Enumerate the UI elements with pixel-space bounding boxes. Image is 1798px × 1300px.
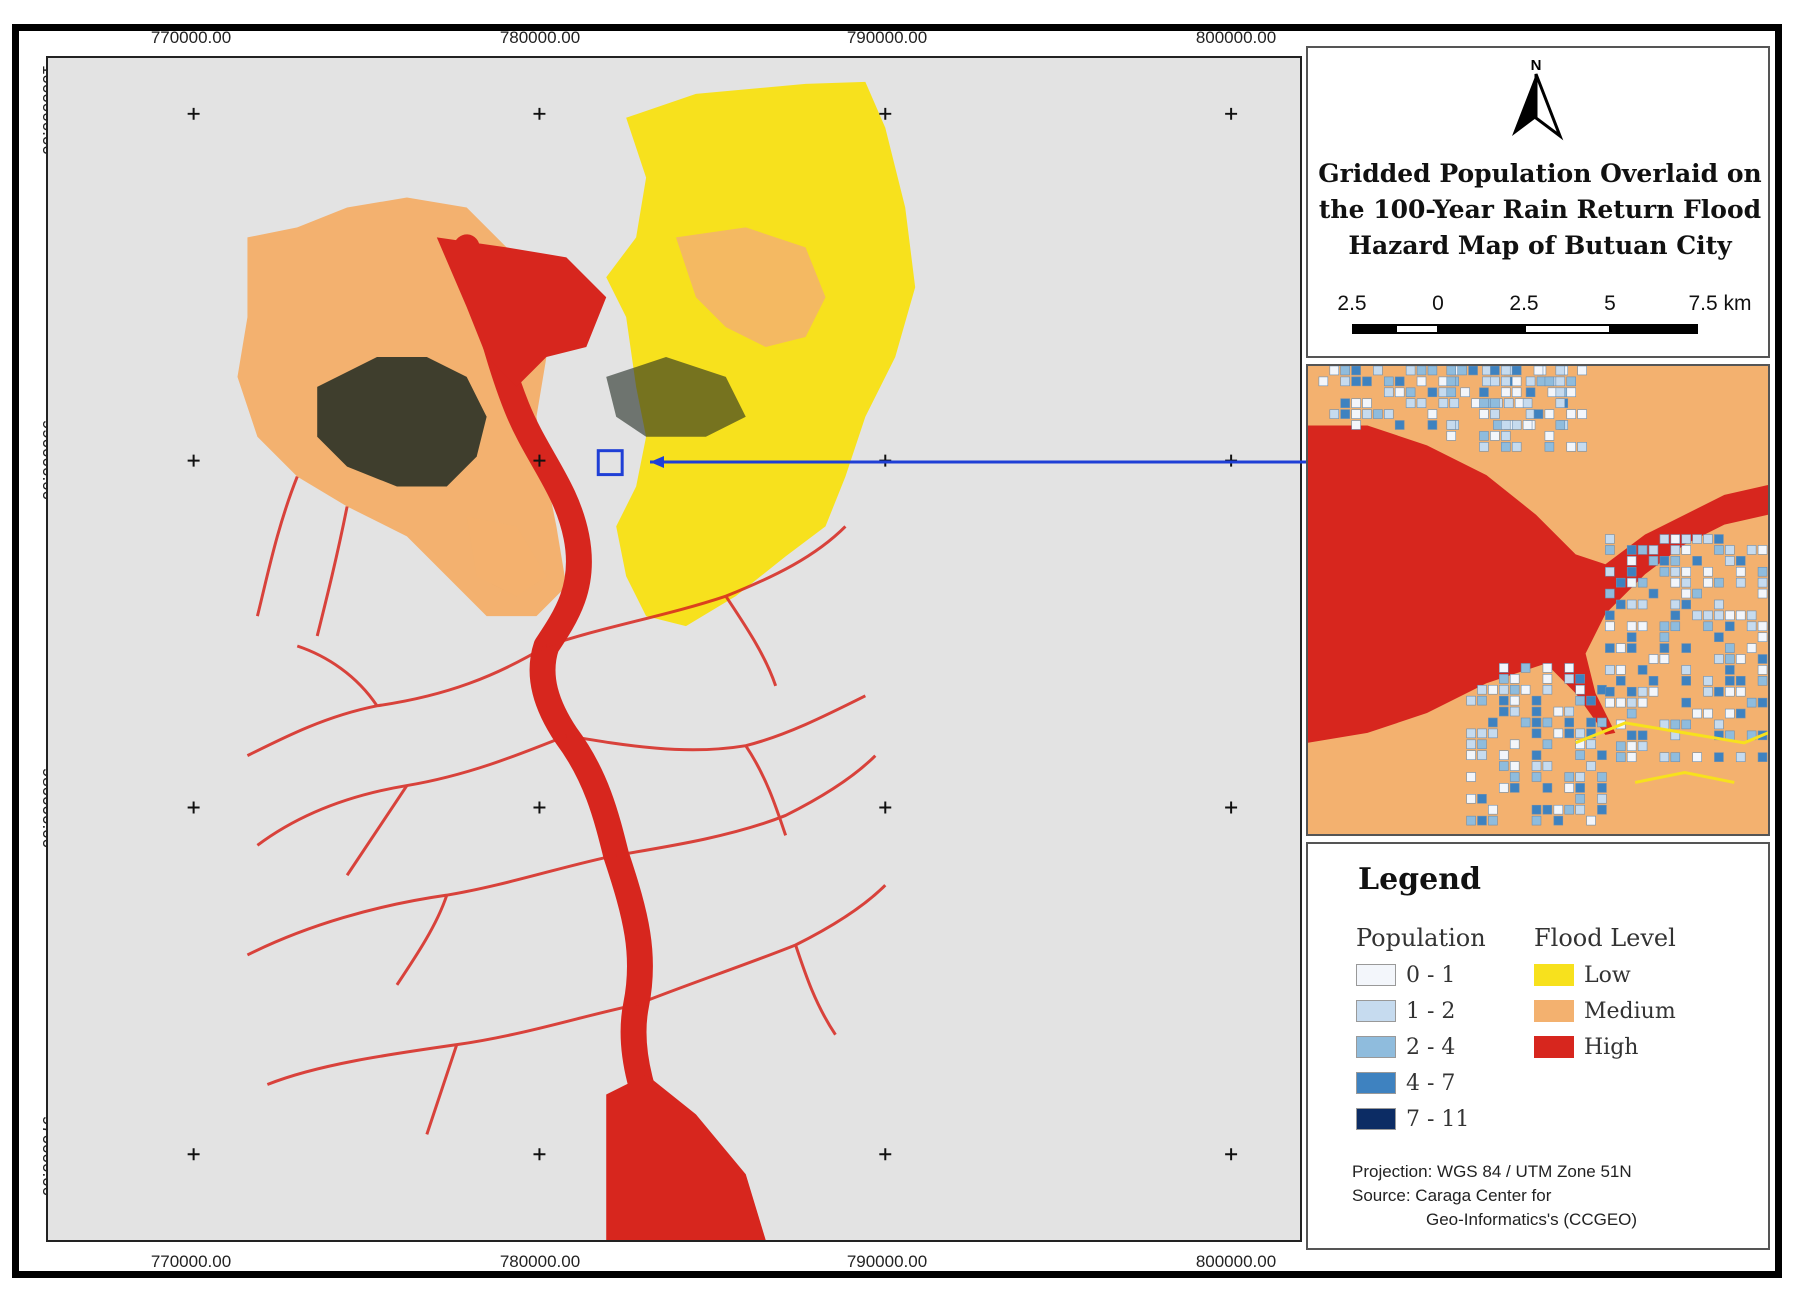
- legend-label: Low: [1584, 962, 1631, 988]
- scale-label-2: 0: [1432, 292, 1444, 315]
- scale-seg-3: [1438, 324, 1525, 334]
- projection-note: Projection: WGS 84 / UTM Zone 51N: [1352, 1162, 1632, 1181]
- scale-label-3: 2.5: [1509, 292, 1539, 315]
- legend-title: Legend: [1358, 862, 1482, 897]
- north-label: N: [1531, 57, 1542, 74]
- high-hazard-delta: [606, 1074, 766, 1240]
- legend-item-population-0: 0 - 1: [1356, 960, 1455, 990]
- scale-label-4: 5: [1604, 292, 1616, 315]
- swatch: [1356, 1000, 1396, 1022]
- flood-hazard-map: [187, 81, 1238, 1240]
- tributary-network: [246, 476, 887, 1135]
- title-line-3: Hazard Map of Butuan City: [1348, 231, 1732, 260]
- legend-label: 7 - 11: [1406, 1106, 1470, 1132]
- swatch: [1356, 1108, 1396, 1130]
- scale-seg-4: [1524, 324, 1611, 334]
- scale-seg-1: [1352, 324, 1396, 334]
- medium-hazard-patch: [675, 227, 826, 348]
- legend-label: Medium: [1584, 998, 1676, 1024]
- medium-hazard-patch-2: [466, 516, 547, 597]
- legend-item-flood-medium: Medium: [1534, 996, 1676, 1026]
- north-arrow-icon: N: [1512, 57, 1564, 141]
- inset-population-grid: [1318, 366, 1768, 826]
- population-cluster-east: [606, 356, 746, 437]
- x-tick-top-1: 770000.00: [150, 28, 232, 47]
- scale-label-5: 7.5 km: [1688, 292, 1752, 315]
- x-tick-bottom-1: 770000.00: [150, 1252, 232, 1271]
- x-tick-top-3: 790000.00: [846, 28, 928, 47]
- scale-seg-2: [1395, 324, 1439, 334]
- low-hazard-zone: [606, 81, 916, 627]
- title-line-1: Gridded Population Overlaid on: [1318, 159, 1762, 188]
- main-map[interactable]: [46, 56, 1302, 1242]
- swatch: [1534, 964, 1574, 986]
- x-tick-top-2: 780000.00: [499, 28, 581, 47]
- swatch: [1534, 1000, 1574, 1022]
- legend-item-population-4: 7 - 11: [1356, 1104, 1469, 1134]
- x-tick-bottom-4: 800000.00: [1195, 1252, 1277, 1271]
- source-note: Source: Caraga Center for: [1352, 1186, 1552, 1205]
- swatch: [1356, 1072, 1396, 1094]
- legend-item-flood-low: Low: [1534, 960, 1631, 990]
- map-title: Gridded Population Overlaid on the 100-Y…: [1318, 156, 1762, 264]
- inset-map[interactable]: [1306, 364, 1770, 836]
- swatch: [1356, 964, 1396, 986]
- inset-low-hazard: [1575, 721, 1768, 784]
- title-panel: N Gridded Population Overlaid on the 100…: [1306, 46, 1770, 358]
- inset-map-canvas: [1308, 366, 1768, 834]
- scale-bar: 2.5 0 2.5 5 7.5 km: [1328, 292, 1758, 342]
- population-heading: Population: [1356, 924, 1486, 952]
- inset-locator-box: [596, 449, 624, 477]
- high-hazard-upstream: [436, 237, 607, 387]
- legend-item-population-2: 2 - 4: [1356, 1032, 1455, 1062]
- legend-item-population-3: 4 - 7: [1356, 1068, 1455, 1098]
- legend-label: 1 - 2: [1406, 998, 1456, 1024]
- inset-high-hazard: [1308, 425, 1768, 743]
- population-cluster: [317, 356, 487, 487]
- title-line-2: the 100-Year Rain Return Flood: [1318, 195, 1762, 224]
- x-tick-bottom-3: 790000.00: [846, 1252, 928, 1271]
- scale-seg-5: [1610, 324, 1698, 334]
- x-tick-bottom-2: 780000.00: [499, 1252, 581, 1271]
- scale-label-1: 2.5: [1337, 292, 1367, 315]
- legend-item-flood-high: High: [1534, 1032, 1638, 1062]
- legend-label: 0 - 1: [1406, 962, 1456, 988]
- legend-label: High: [1584, 1034, 1639, 1060]
- x-tick-top-4: 800000.00: [1195, 28, 1277, 47]
- source-note-2: Geo-Informatics's (CCGEO): [1426, 1210, 1638, 1229]
- legend-label: 4 - 7: [1406, 1070, 1456, 1096]
- swatch: [1356, 1036, 1396, 1058]
- flood-level-heading: Flood Level: [1534, 924, 1676, 952]
- legend-label: 2 - 4: [1406, 1034, 1456, 1060]
- legend-panel: Legend Population Flood Level 0 - 1 1 - …: [1306, 842, 1770, 1250]
- legend-item-population-1: 1 - 2: [1356, 996, 1455, 1026]
- swatch: [1534, 1036, 1574, 1058]
